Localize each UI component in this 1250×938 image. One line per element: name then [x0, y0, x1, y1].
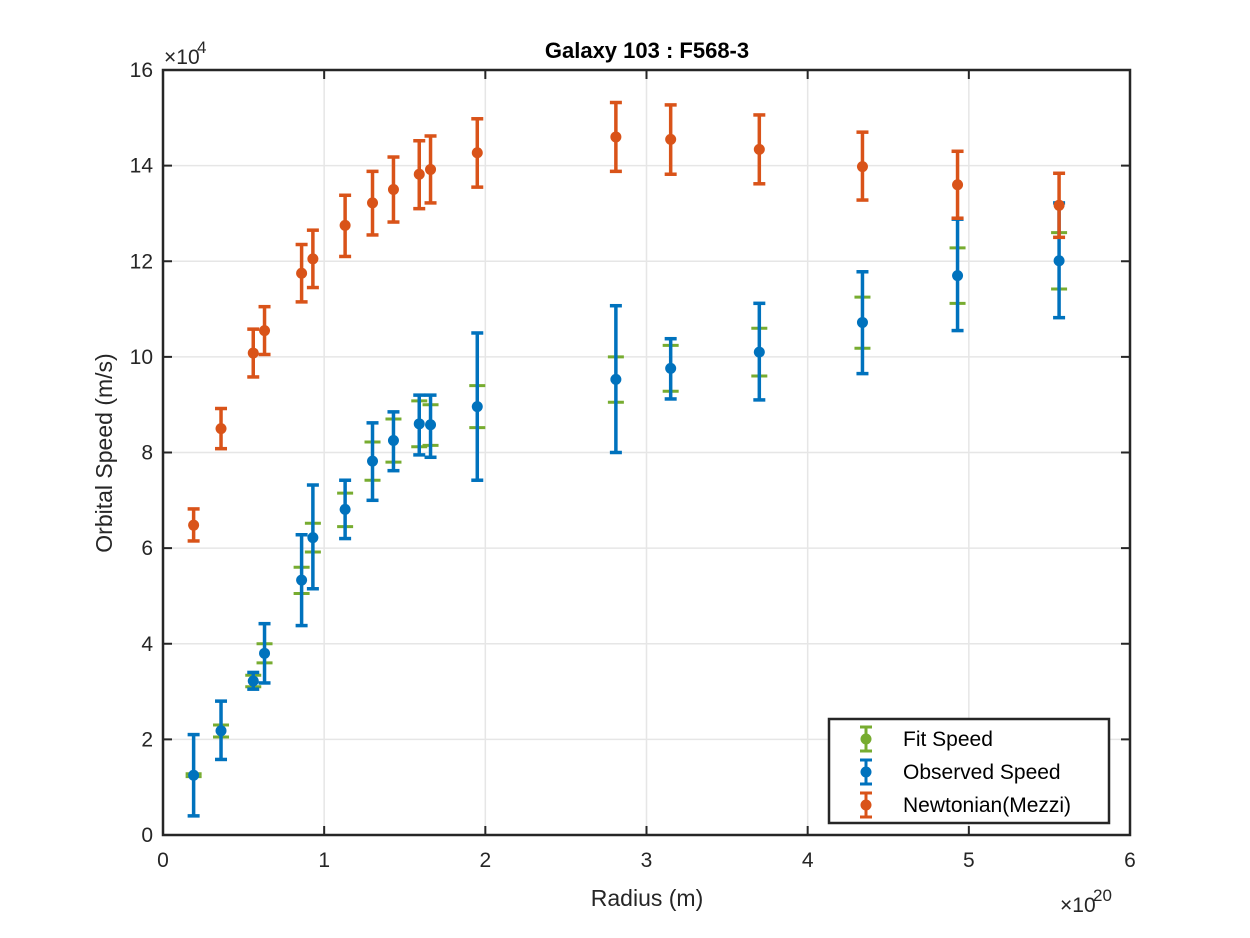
x-tick-label: 0 — [157, 849, 169, 872]
x-tick-label: 3 — [641, 849, 653, 872]
data-point — [665, 362, 677, 374]
data-point — [425, 163, 437, 175]
y-tick-label: 14 — [130, 155, 154, 178]
data-point — [339, 503, 351, 515]
x-axis-label: Radius (m) — [591, 885, 703, 911]
y-tick-label: 10 — [130, 346, 153, 369]
data-point — [296, 267, 308, 279]
legend-marker-dot — [860, 799, 872, 811]
data-point — [215, 725, 227, 737]
x-tick-label: 4 — [802, 849, 814, 872]
data-point — [952, 179, 964, 191]
data-point — [753, 143, 765, 155]
legend-label: Fit Speed — [903, 728, 993, 751]
y-exponent-label: ×10 4 — [164, 38, 206, 69]
x-exponent-base: ×10 — [1060, 894, 1096, 917]
legend-entry: Observed Speed — [860, 758, 1061, 786]
y-exponent-power: 4 — [197, 38, 206, 57]
data-point — [665, 133, 677, 145]
y-tick-label: 2 — [141, 728, 153, 751]
y-axis-label: Orbital Speed (m/s) — [91, 353, 117, 552]
data-point — [259, 647, 271, 659]
legend-marker-dot — [860, 766, 872, 778]
data-point — [339, 219, 351, 231]
grid-lines — [162, 69, 1131, 836]
data-point — [307, 253, 319, 265]
y-tick-label: 6 — [141, 537, 153, 560]
data-point — [610, 131, 622, 143]
x-tick-label: 6 — [1124, 849, 1136, 872]
data-point — [471, 401, 483, 413]
legend-entry: Fit Speed — [860, 725, 993, 753]
data-point — [215, 423, 227, 435]
data-point — [753, 346, 765, 358]
data-point — [259, 325, 271, 337]
chart-title: Galaxy 103 : F568-3 — [545, 38, 749, 63]
legend-label: Newtonian(Mezzi) — [903, 794, 1071, 817]
data-point — [188, 519, 200, 531]
y-tick-label: 4 — [141, 633, 153, 656]
x-tick-label: 5 — [963, 849, 975, 872]
x-tick-label: 2 — [479, 849, 491, 872]
data-point — [1053, 199, 1065, 211]
x-exponent-power: 20 — [1093, 886, 1112, 905]
data-point — [387, 184, 399, 196]
series-fit-speed — [185, 231, 1068, 779]
data-point — [413, 168, 425, 180]
series-newtonian-mezzi — [187, 100, 1066, 543]
data-point — [610, 373, 622, 385]
data-point — [1053, 255, 1065, 267]
y-exponent-base: ×10 — [164, 46, 200, 69]
data-point — [188, 769, 200, 781]
data-point — [425, 419, 437, 431]
data-point — [247, 347, 259, 359]
data-point — [952, 270, 964, 282]
legend: Fit Speed Observed Speed Newtonian(Mezzi) — [827, 717, 1111, 825]
series-observed-speed — [187, 201, 1066, 818]
x-tick-label: 1 — [318, 849, 330, 872]
x-exponent-label: ×10 20 — [1060, 886, 1112, 917]
y-tick-label: 12 — [130, 250, 153, 273]
legend-label: Observed Speed — [903, 761, 1061, 784]
data-point — [856, 161, 868, 173]
y-tick-label: 8 — [141, 442, 153, 465]
data-point — [387, 435, 399, 447]
legend-entry: Newtonian(Mezzi) — [860, 791, 1071, 819]
data-point — [247, 675, 259, 687]
data-point — [307, 532, 319, 544]
data-point — [367, 197, 379, 209]
data-point — [471, 147, 483, 159]
data-point — [296, 574, 308, 586]
y-tick-label: 16 — [130, 59, 153, 82]
series-layer — [185, 100, 1068, 818]
data-point — [413, 418, 425, 430]
legend-marker-dot — [860, 733, 872, 745]
legend-box — [827, 717, 1111, 825]
data-point — [856, 316, 868, 328]
data-point — [367, 455, 379, 467]
y-tick-label: 0 — [141, 824, 153, 847]
